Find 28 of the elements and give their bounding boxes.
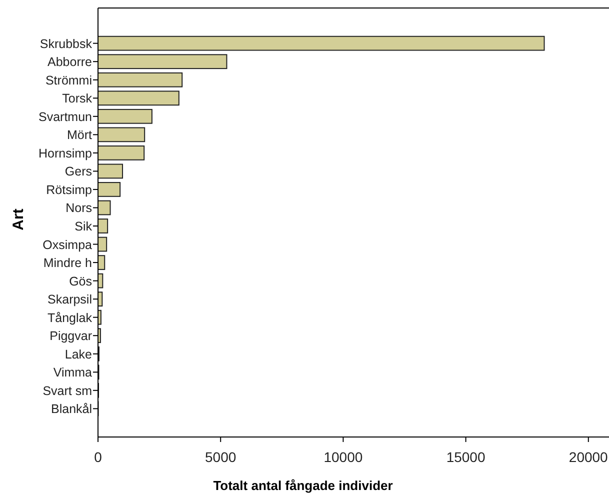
y-tick-label: Svartmun xyxy=(38,110,92,124)
y-axis-title: Art xyxy=(10,208,27,230)
y-tick-label: Sik xyxy=(74,220,93,234)
y-tick-label: Skrubbsk xyxy=(40,36,93,51)
y-tick-label: Gers xyxy=(64,164,92,179)
x-tick-label: 20000 xyxy=(568,449,608,465)
y-tick-label: Svart sm xyxy=(42,384,92,398)
y-tick-label: Lake xyxy=(64,347,92,362)
y-tick-label: Abborre xyxy=(48,55,92,70)
y-tick-label: Blankål xyxy=(51,402,92,416)
y-tick-label: Hornsimp xyxy=(38,146,92,160)
y-tick-label: Torsk xyxy=(62,92,93,106)
y-tick-label: Oxsimpa xyxy=(42,238,92,252)
y-tick-label: Nors xyxy=(66,201,92,216)
y-tick-label: Vimma xyxy=(53,366,92,380)
y-tick-label: Piggvar xyxy=(50,329,92,344)
y-tick-label: Gös xyxy=(69,274,92,288)
y-tick-label: Skarpsil xyxy=(48,292,92,307)
y-tick-label: Mört xyxy=(67,128,93,142)
x-tick-label: 0 xyxy=(94,449,102,465)
x-tick-label: 15000 xyxy=(446,449,486,465)
y-tick-label: Tånglak xyxy=(48,310,93,325)
x-tick-label: 5000 xyxy=(205,449,236,465)
x-axis-title: Totalt antal fångade individer xyxy=(213,478,393,493)
y-tick-label: Mindre h xyxy=(43,256,92,270)
y-tick-label: Rötsimp xyxy=(46,182,92,197)
y-tick-label: Strömmi xyxy=(45,73,92,88)
x-tick-label: 10000 xyxy=(324,449,363,465)
